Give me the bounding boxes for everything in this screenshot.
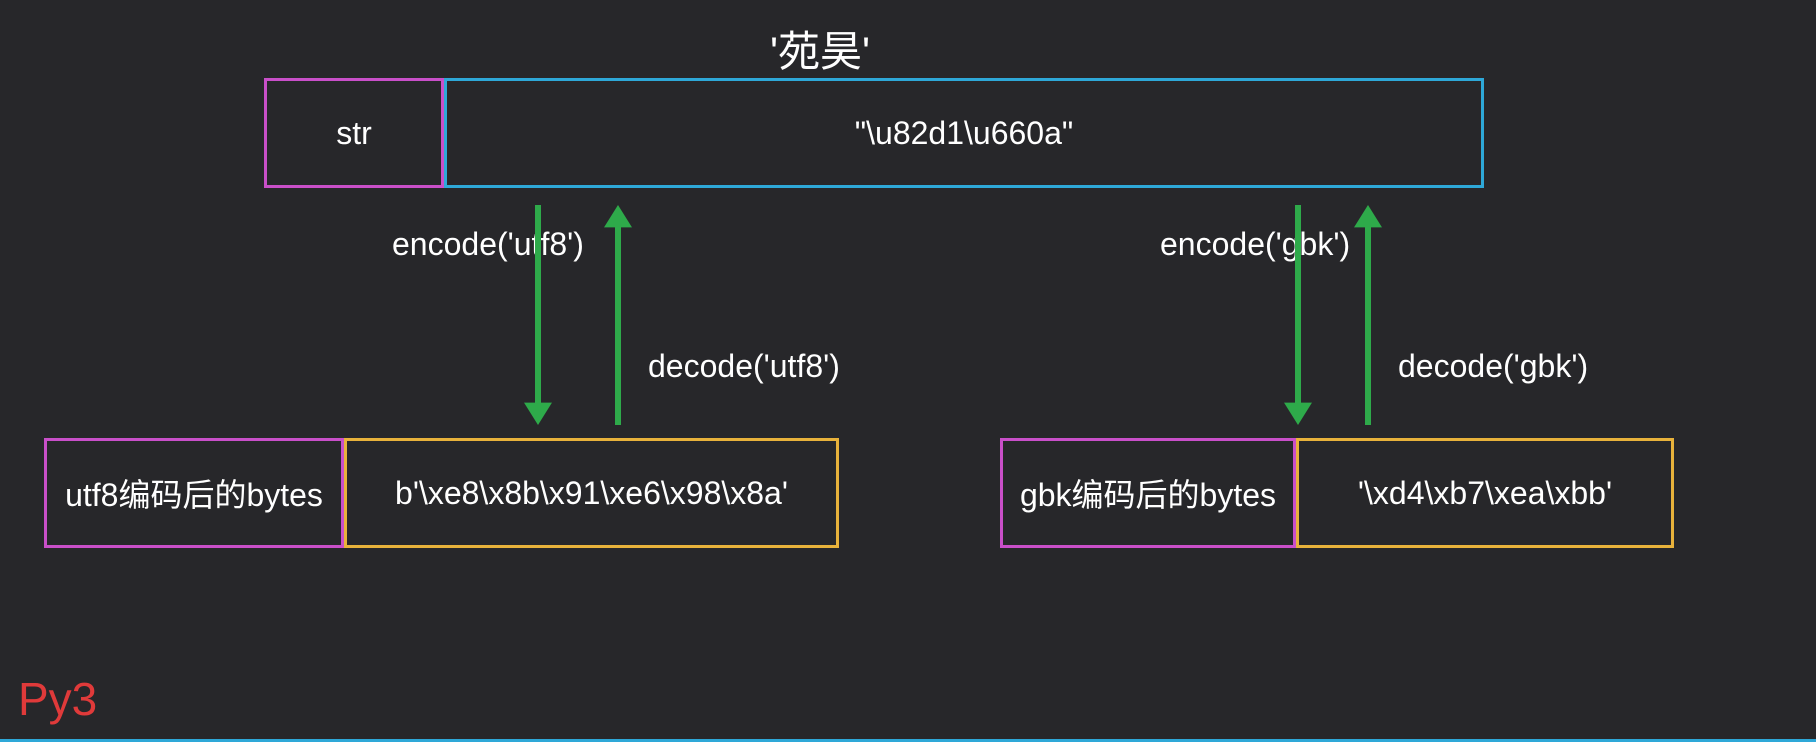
diagram-title: '苑昊' xyxy=(770,18,870,79)
str-type-label: str xyxy=(336,115,372,152)
utf8-bytes-value: b'\xe8\x8b\x91\xe6\x98\x8a' xyxy=(395,475,788,512)
unicode-value-label: "\u82d1\u660a" xyxy=(855,115,1073,152)
decode-utf8-label: decode('utf8') xyxy=(648,348,840,385)
python-version-label: Py3 xyxy=(18,672,97,726)
encode-utf8-label: encode('utf8') xyxy=(392,226,584,263)
gbk-bytes-label-box: gbk编码后的bytes xyxy=(1000,438,1296,548)
encode-gbk-label: encode('gbk') xyxy=(1160,226,1350,263)
gbk-bytes-label: gbk编码后的bytes xyxy=(1020,470,1276,516)
gbk-bytes-value: '\xd4\xb7\xea\xbb' xyxy=(1358,475,1612,512)
unicode-value-box: "\u82d1\u660a" xyxy=(444,78,1484,188)
str-type-box: str xyxy=(264,78,444,188)
decode-gbk-label: decode('gbk') xyxy=(1398,348,1588,385)
gbk-bytes-value-box: '\xd4\xb7\xea\xbb' xyxy=(1296,438,1674,548)
utf8-bytes-value-box: b'\xe8\x8b\x91\xe6\x98\x8a' xyxy=(344,438,839,548)
utf8-bytes-label: utf8编码后的bytes xyxy=(65,470,323,516)
utf8-bytes-label-box: utf8编码后的bytes xyxy=(44,438,344,548)
